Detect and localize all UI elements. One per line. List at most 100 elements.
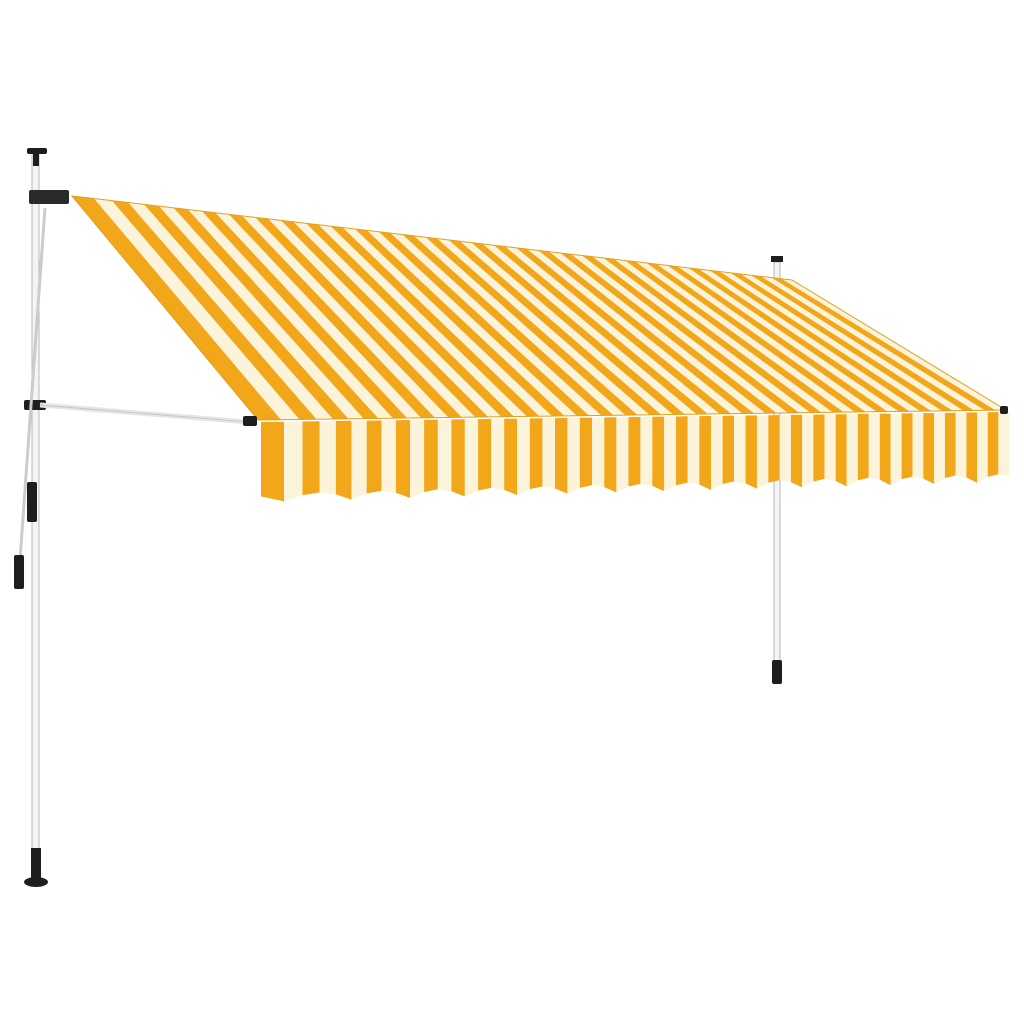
valance-stripe [675,416,688,486]
valance-stripe [756,415,769,489]
canopy-stripe [128,202,333,420]
valance-stripe [652,416,665,492]
canopy-stripe [280,220,489,418]
canopy-stripe [390,233,602,416]
canopy-stripe [771,277,996,411]
valance-stripe [835,414,847,487]
valance-stripe [381,420,396,493]
canopy-stripe [482,243,697,415]
canopy-stripe [306,223,515,417]
valance-stripe [664,416,676,492]
canopy-stripe [527,249,743,414]
valance-stripe [857,413,869,481]
valance-stripe [998,412,1009,477]
canopy-stripe [516,247,732,414]
canopy-stripe [625,260,844,413]
valance-stripe [491,418,505,490]
valance-stripe [987,412,999,477]
valance-stripe [464,419,479,497]
valance-stripe [745,415,757,489]
canopy-stripe [560,252,777,414]
canopy-stripe [688,267,910,412]
valance-stripe [923,413,935,485]
valance-stripe [640,416,653,486]
valance-stripe [966,412,978,483]
valance-stripe [478,418,492,491]
canopy-stripe [571,254,788,414]
valance-stripe [437,419,452,492]
canopy-stripe [592,256,811,413]
valance-stripe [846,414,858,487]
valance-stripe [284,421,303,502]
valance-stripe [335,420,352,500]
left-pole [14,148,69,887]
valance-stripe [517,418,530,496]
valance-stripe [567,417,580,494]
canopy-stripe [255,217,462,418]
canopy-stripe [730,272,953,411]
canopy-stripe [538,250,754,414]
valance-stripe [934,412,945,485]
valance-stripe [879,413,891,486]
canopy-stripe [342,227,553,417]
valance-stripe [261,421,285,502]
canopy-stripe [173,207,379,419]
valance-stripe [813,414,825,482]
canopy-stripe [740,274,964,411]
valance-stripe [302,421,320,496]
canopy-stripe [699,269,921,412]
canopy-stripe [471,242,685,415]
valance-stripe [977,412,988,483]
canopy-stripe [293,221,502,417]
canopy-stripe [94,198,300,420]
canopy-stripe [268,218,476,418]
canopy-stripe [781,278,1006,411]
awning-valance [261,412,1009,502]
valance-stripe [768,415,780,483]
valance-stripe [504,418,518,496]
canopy-stripe [761,276,985,411]
valance-stripe [790,414,803,488]
support-arm [39,402,1008,426]
canopy-stripe [414,235,626,416]
valance-stripe [555,417,568,494]
canopy-stripe [709,270,932,412]
valance-stripe [901,413,913,480]
valance-stripe [890,413,902,486]
canopy-stripe [242,215,449,418]
valance-stripe [868,413,880,480]
canopy-stripe [366,230,577,416]
canopy-stripe [159,206,364,419]
canopy-stripe [144,204,349,419]
canopy-stripe [354,229,565,417]
valance-stripe [944,412,956,479]
valance-stripe [529,418,543,490]
valance-stripe [424,419,438,492]
canopy-stripe [187,209,393,419]
valance-stripe [734,415,746,484]
canopy-stripe [493,245,708,415]
valance-stripe [722,415,735,485]
valance-stripe [592,417,605,488]
canopy-stripe [635,261,855,413]
valance-stripe [802,414,814,488]
canopy-stripe [402,234,614,416]
valance-stripe [451,419,465,497]
canopy-stripe [425,237,638,416]
canopy-stripe [215,212,422,419]
canopy-stripe [448,239,662,415]
canopy-stripe [111,200,317,420]
valance-stripe [319,420,336,495]
canopy-stripe [646,263,866,413]
canopy-stripe [378,231,590,416]
valance-stripe [824,414,836,481]
canopy-stripe [72,196,282,420]
valance-stripe [366,420,382,494]
valance-stripe [616,417,629,493]
canopy-stripe [229,214,435,418]
canopy-stripe [318,224,527,417]
valance-stripe [542,418,556,489]
canopy-stripe [667,265,888,412]
